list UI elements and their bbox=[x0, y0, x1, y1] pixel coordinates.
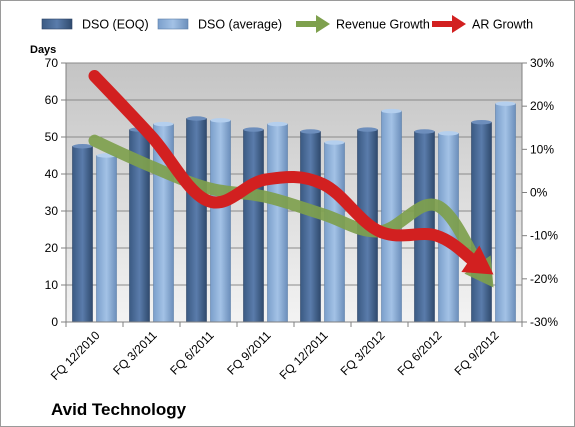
series-line bbox=[88, 134, 486, 274]
bar-body bbox=[495, 103, 516, 323]
bar-body bbox=[324, 142, 345, 323]
bar-dso-average bbox=[267, 121, 288, 323]
ar-growth-line bbox=[88, 69, 494, 275]
y-tick-label: 60 bbox=[45, 93, 59, 107]
legend: DSO (EOQ) DSO (average) Revenue Growth AR G… bbox=[41, 15, 533, 33]
y-tick-label: 10 bbox=[45, 278, 59, 292]
y2-tick-label: -20% bbox=[530, 272, 558, 286]
bar-cap bbox=[243, 127, 264, 132]
bar-cap bbox=[495, 101, 516, 106]
arrow-head bbox=[461, 245, 494, 275]
legend-label: DSO (average) bbox=[198, 18, 282, 32]
growth-lines bbox=[88, 69, 494, 288]
y-tick-label: 70 bbox=[45, 56, 59, 70]
y2-tick-label: 10% bbox=[530, 142, 554, 156]
bar-body bbox=[186, 118, 207, 323]
legend-item: DSO (EOQ) bbox=[41, 18, 149, 32]
bar-cap bbox=[381, 108, 402, 114]
bar-dso-eoq bbox=[243, 127, 264, 323]
bar-body bbox=[471, 121, 492, 323]
bar-dso-average bbox=[324, 140, 345, 323]
y-tick-label: 0 bbox=[51, 315, 58, 329]
legend-label: Revenue Growth bbox=[336, 18, 430, 32]
bar-dso-average bbox=[381, 108, 402, 323]
legend-item: DSO (average) bbox=[157, 18, 282, 32]
bar-cap bbox=[300, 129, 321, 134]
bar-dso-eoq bbox=[414, 129, 435, 323]
legend-label: DSO (EOQ) bbox=[82, 18, 149, 32]
legend-swatch-arrow bbox=[316, 15, 330, 33]
bar-dso-eoq bbox=[471, 120, 492, 323]
bar-cap bbox=[324, 140, 345, 145]
legend-item: AR Growth bbox=[432, 15, 533, 33]
bar-body bbox=[210, 120, 231, 323]
bar-dso-eoq bbox=[72, 144, 93, 323]
bar-body bbox=[414, 131, 435, 323]
legend-label: AR Growth bbox=[472, 18, 533, 32]
y2-tick-label: 30% bbox=[530, 56, 554, 70]
y2-tick-label: -10% bbox=[530, 229, 558, 243]
bar-dso-eoq bbox=[186, 116, 207, 323]
bar-body bbox=[72, 145, 93, 323]
y-axis-title: Days bbox=[30, 44, 56, 56]
legend-swatch bbox=[157, 18, 189, 30]
bar-dso-average bbox=[495, 101, 516, 323]
bar-cap bbox=[438, 131, 459, 136]
y-tick-label: 20 bbox=[45, 241, 59, 255]
bar-body bbox=[243, 129, 264, 323]
bar-cap bbox=[267, 121, 288, 127]
bar-body bbox=[300, 131, 321, 323]
series-line bbox=[88, 69, 480, 267]
bar-dso-average bbox=[210, 118, 231, 323]
bar-cap bbox=[210, 118, 231, 123]
legend-swatch-arrow bbox=[452, 15, 466, 33]
y2-tick-label: 20% bbox=[530, 99, 554, 113]
y-tick-label: 40 bbox=[45, 167, 59, 181]
bar-cap bbox=[153, 121, 174, 127]
legend-swatch bbox=[41, 18, 73, 30]
bar-body bbox=[267, 123, 288, 323]
y-tick-label: 30 bbox=[45, 204, 59, 218]
y2-tick-label: -30% bbox=[530, 315, 558, 329]
bar-body bbox=[96, 155, 117, 323]
bar-dso-average bbox=[96, 153, 117, 323]
chart-title: Avid Technology bbox=[51, 400, 187, 419]
bar-cap bbox=[186, 116, 207, 121]
bar-cap bbox=[414, 129, 435, 134]
bar-cap bbox=[471, 120, 492, 125]
bar-cap bbox=[357, 127, 378, 132]
y-tick-label: 50 bbox=[45, 130, 59, 144]
legend-item: Revenue Growth bbox=[296, 15, 430, 33]
bar-cap bbox=[72, 144, 93, 149]
y2-tick-label: 0% bbox=[530, 186, 548, 200]
bar-dso-eoq bbox=[300, 129, 321, 323]
